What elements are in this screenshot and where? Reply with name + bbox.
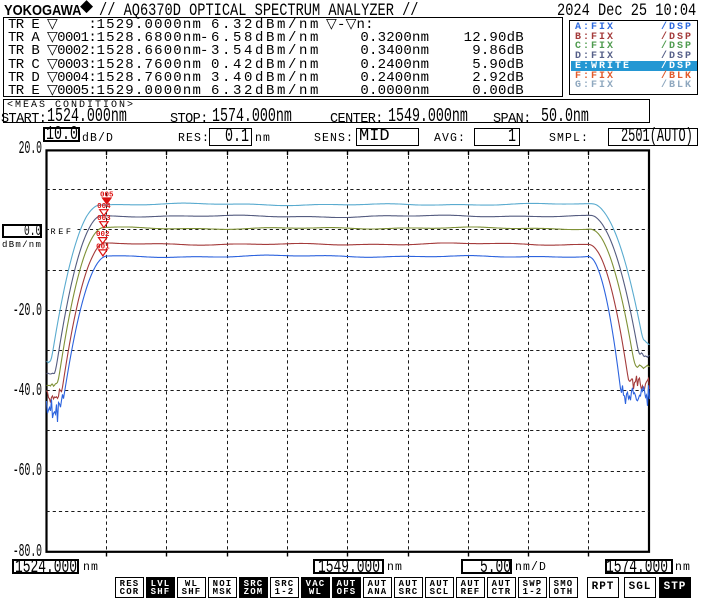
svg-text:003: 003	[97, 215, 111, 223]
svg-text:001: 001	[96, 243, 110, 251]
svg-text:005: 005	[100, 192, 114, 200]
svg-text:002: 002	[96, 231, 110, 239]
svg-text:004: 004	[97, 203, 111, 211]
